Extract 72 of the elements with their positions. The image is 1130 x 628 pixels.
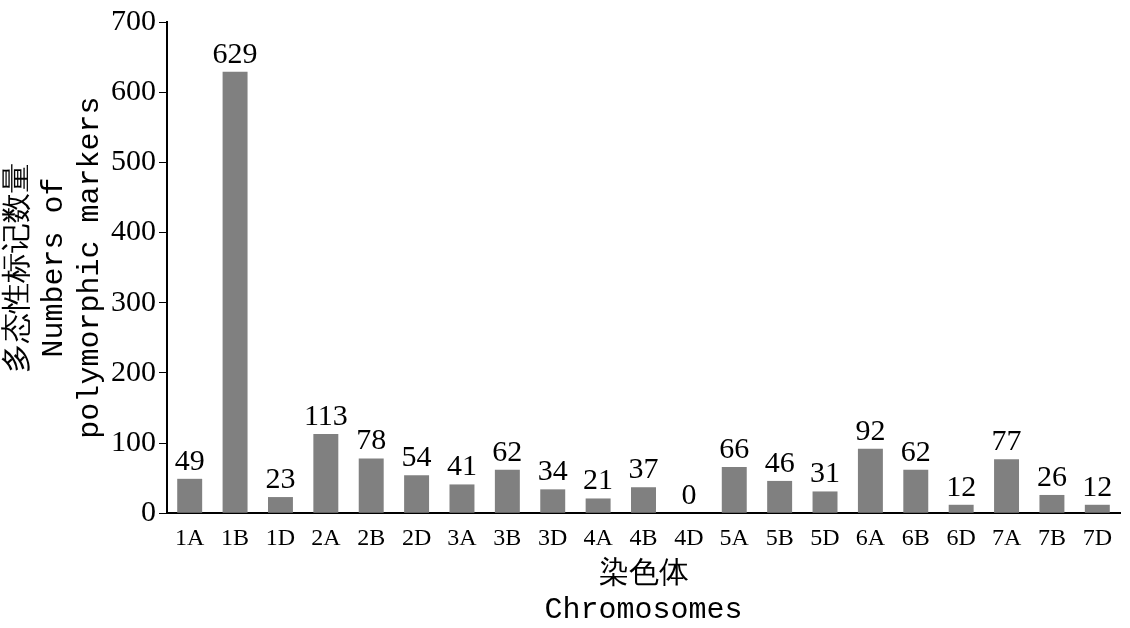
y-tick-label: 300	[111, 283, 156, 317]
y-tick-label: 200	[111, 353, 156, 387]
x-tick-label: 7B	[1037, 523, 1066, 550]
data-label: 62	[900, 433, 931, 467]
x-tick-label: 2B	[357, 523, 386, 550]
data-label: 46	[764, 444, 795, 478]
x-tick-label: 4A	[583, 523, 614, 550]
x-tick-label: 5A	[719, 523, 750, 550]
x-tick-label: 1B	[221, 523, 250, 550]
x-tick-label: 2D	[401, 523, 432, 550]
x-tick-label: 1A	[175, 523, 206, 550]
bar	[222, 71, 248, 513]
data-label: 31	[810, 455, 841, 489]
bar	[177, 478, 203, 513]
bar	[721, 466, 747, 513]
data-label: 12	[1082, 468, 1113, 502]
bar	[903, 469, 929, 513]
x-tick-label: 4D	[674, 523, 704, 550]
x-tick-label: 5B	[765, 523, 794, 550]
bar	[767, 480, 793, 513]
data-label: 0	[681, 477, 697, 511]
bar	[540, 489, 566, 513]
x-tick-label: 3D	[538, 523, 568, 550]
data-label: 113	[303, 397, 348, 431]
bar	[1039, 494, 1065, 513]
y-tick-label: 100	[111, 423, 156, 457]
data-label: 92	[855, 412, 886, 446]
bar	[313, 433, 339, 513]
bar	[585, 498, 611, 513]
x-tick-label: 3A	[447, 523, 478, 550]
y-axis-title: 多态性标记数量 Numbers of polymorphic markers	[0, 96, 107, 439]
bar	[1084, 504, 1110, 513]
y-tick-label: 600	[111, 73, 156, 107]
data-label: 34	[537, 453, 568, 487]
data-label: 37	[628, 451, 659, 485]
x-axis-title: 染色体 Chromosomes	[544, 555, 743, 627]
bar	[358, 458, 384, 513]
bar	[857, 448, 883, 513]
x-tick-label: 6D	[946, 523, 976, 550]
bar	[449, 484, 475, 513]
bar	[494, 469, 520, 513]
x-tick-label: 1D	[265, 523, 296, 550]
data-label: 77	[991, 423, 1022, 457]
x-tick-label: 3B	[493, 523, 522, 550]
data-label: 23	[265, 460, 296, 494]
data-label: 54	[401, 439, 432, 473]
x-tick-label: 7D	[1082, 523, 1112, 550]
data-label: 21	[583, 462, 614, 496]
x-tick-label: 7A	[991, 523, 1022, 550]
x-tick-label: 6B	[901, 523, 930, 550]
data-label: 49	[174, 442, 205, 476]
x-tick-label: 5D	[810, 523, 840, 550]
x-tick-label: 4B	[629, 523, 658, 550]
bar	[948, 504, 974, 513]
y-tick-label: 0	[141, 494, 156, 528]
data-label: 62	[492, 433, 523, 467]
data-label: 66	[719, 430, 750, 464]
bar	[812, 491, 838, 513]
bar	[404, 475, 430, 513]
data-label: 78	[356, 422, 387, 456]
data-label: 26	[1036, 458, 1067, 492]
x-tick-label: 2A	[311, 523, 342, 550]
data-label: 41	[446, 448, 477, 482]
y-tick-label: 700	[111, 2, 156, 36]
data-label: 12	[946, 468, 977, 502]
y-tick-label: 400	[111, 213, 156, 247]
bar	[267, 497, 293, 513]
y-tick-label: 500	[111, 143, 156, 177]
bar	[631, 487, 656, 513]
x-tick-label: 6A	[855, 523, 886, 550]
data-label: 629	[212, 35, 258, 69]
bar	[994, 459, 1020, 513]
